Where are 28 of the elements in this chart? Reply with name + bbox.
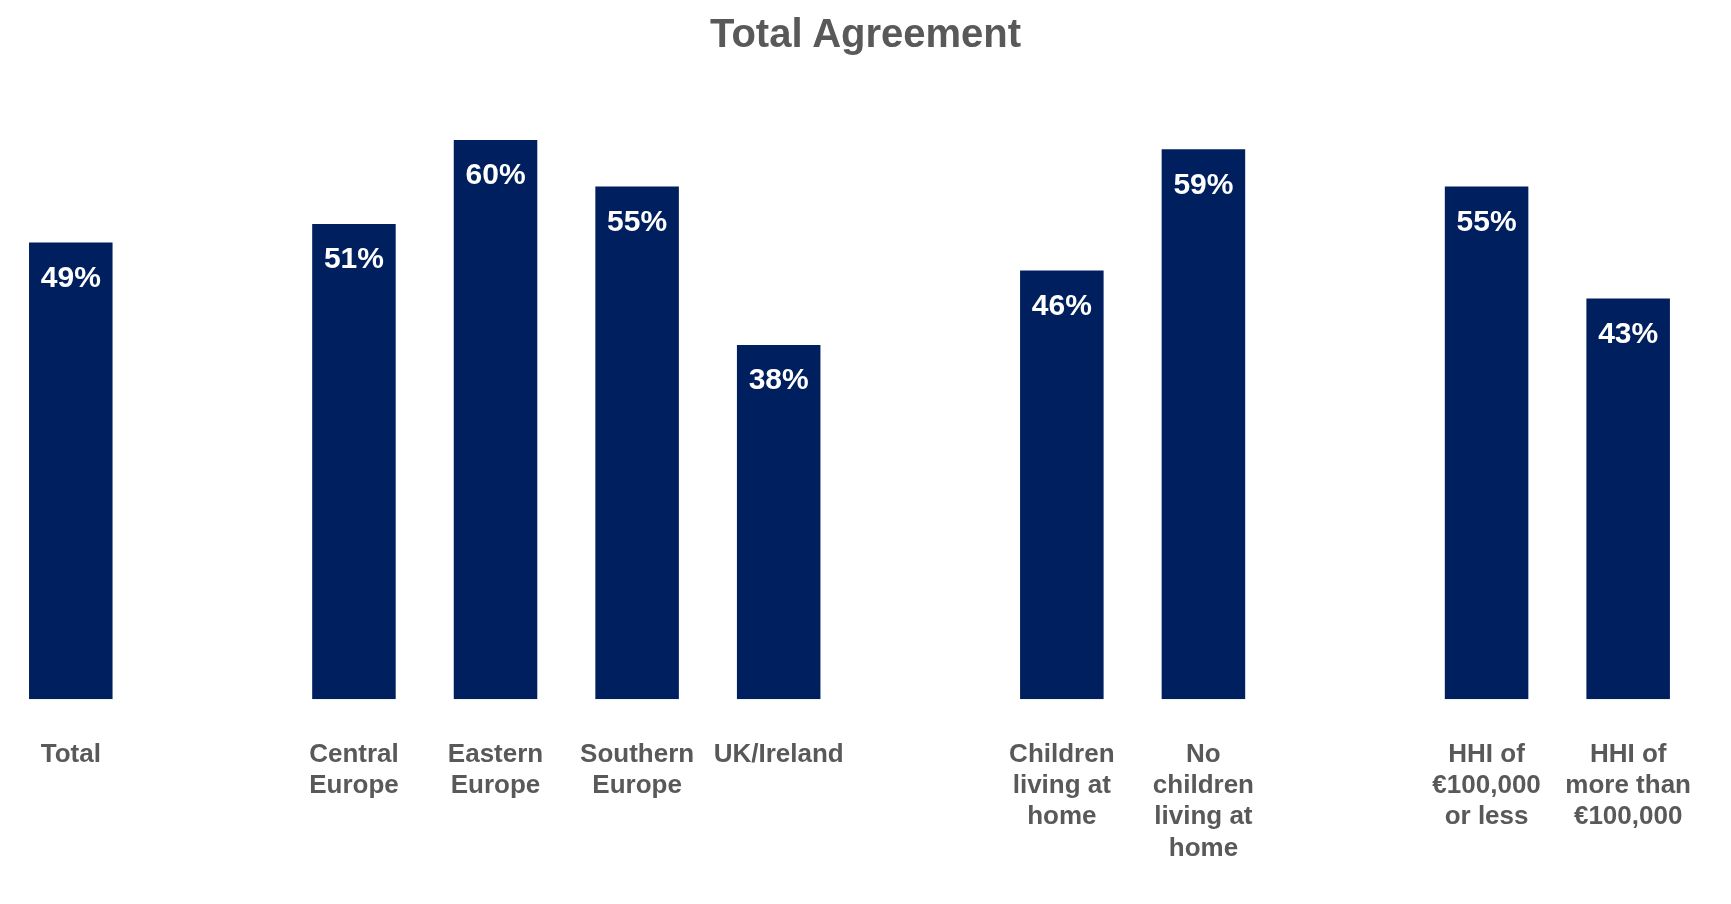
x-tick-label: Central Europe bbox=[309, 737, 399, 800]
x-tick-label: HHI of €100,000 or less bbox=[1432, 737, 1541, 831]
bar bbox=[312, 223, 396, 700]
data-label: 55% bbox=[607, 203, 668, 237]
bar bbox=[29, 242, 113, 700]
data-label: 46% bbox=[1031, 287, 1092, 321]
data-label: 51% bbox=[323, 241, 384, 275]
data-label: 55% bbox=[1456, 203, 1517, 237]
bar bbox=[453, 140, 538, 700]
x-tick-label: Children living at home bbox=[1009, 737, 1115, 831]
data-label: 43% bbox=[1598, 315, 1659, 349]
x-tick-label: Eastern Europe bbox=[447, 737, 544, 800]
x-tick-label: Southern Europe bbox=[580, 737, 695, 800]
data-label: 38% bbox=[748, 362, 809, 396]
bar bbox=[1020, 270, 1104, 700]
bar bbox=[1444, 186, 1529, 700]
bar bbox=[1161, 149, 1246, 700]
x-tick-label: No children living at home bbox=[1152, 737, 1254, 862]
bar bbox=[1586, 298, 1670, 700]
data-label: 60% bbox=[465, 157, 526, 191]
x-tick-label: Total bbox=[40, 737, 101, 768]
bar bbox=[736, 345, 821, 700]
x-tick-label: HHI of more than €100,000 bbox=[1565, 737, 1691, 831]
x-tick-label: UK/Ireland bbox=[713, 737, 844, 768]
chart-title: Total Agreement bbox=[709, 11, 1022, 56]
bar bbox=[595, 186, 679, 700]
data-label: 59% bbox=[1173, 166, 1234, 200]
data-label: 49% bbox=[40, 259, 101, 293]
